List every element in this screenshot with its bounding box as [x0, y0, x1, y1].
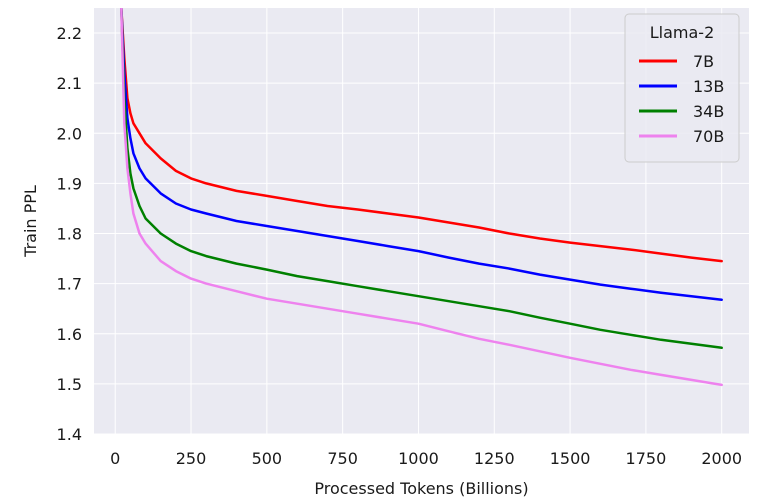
legend-label-70b: 70B: [693, 127, 724, 146]
x-tick-label: 1250: [474, 449, 515, 468]
series-layer: [120, 8, 723, 387]
series-line-7b: [120, 8, 723, 263]
legend-items: 7B 13B 34B 70B: [639, 52, 724, 146]
legend: Llama-2 7B 13B 34B 70B: [624, 13, 740, 163]
y-tick-labels: 1.4 1.5 1.6 1.7 1.8 1.9 2.0 2.1 2.2: [57, 24, 82, 444]
x-tick-labels: 0 250 500 750 1000 1250 1500 1750 2000: [110, 449, 742, 468]
x-tick-label: 1750: [626, 449, 667, 468]
y-tick-label: 1.9: [57, 174, 82, 193]
y-tick-label: 1.7: [57, 275, 82, 294]
x-tick-label: 250: [176, 449, 207, 468]
x-tick-label: 2000: [701, 449, 742, 468]
x-tick-label: 0: [110, 449, 120, 468]
y-tick-label: 2.0: [57, 124, 82, 143]
y-tick-label: 1.8: [57, 225, 82, 244]
x-tick-label: 1000: [398, 449, 439, 468]
x-tick-label: 500: [252, 449, 283, 468]
x-axis-title: Processed Tokens (Billions): [314, 479, 528, 498]
legend-label-7b: 7B: [693, 52, 714, 71]
x-tick-label: 750: [327, 449, 358, 468]
x-tick-label: 1500: [550, 449, 591, 468]
legend-label-34b: 34B: [693, 102, 724, 121]
series-line-70b: [120, 8, 723, 387]
y-tick-label: 1.6: [57, 325, 82, 344]
series-line-13b: [120, 8, 723, 301]
y-tick-label: 2.2: [57, 24, 82, 43]
y-tick-label: 1.4: [57, 425, 82, 444]
series-line-34b: [120, 8, 723, 350]
y-axis-title: Train PPL: [21, 185, 40, 258]
legend-title: Llama-2: [650, 23, 715, 42]
legend-box: [624, 13, 740, 163]
y-tick-label: 1.5: [57, 375, 82, 394]
legend-label-13b: 13B: [693, 77, 724, 96]
y-tick-label: 2.1: [57, 74, 82, 93]
